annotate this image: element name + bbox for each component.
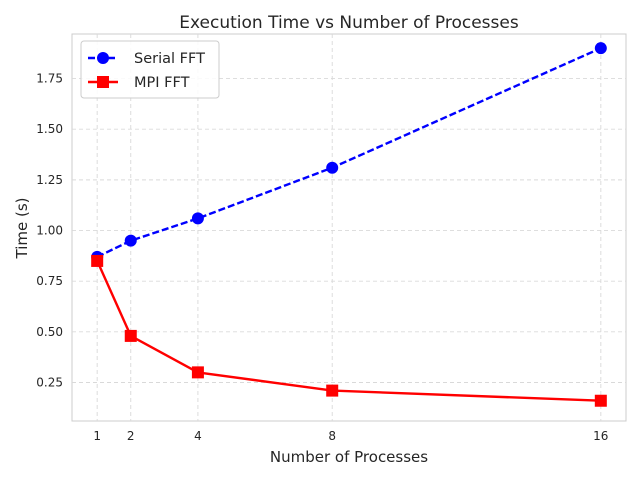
data-point-mpi-fft xyxy=(326,384,339,397)
legend-box xyxy=(80,40,220,99)
x-tick-label: 1 xyxy=(93,429,101,443)
y-axis-label: Time (s) xyxy=(13,198,31,260)
y-tick-label: 1.50 xyxy=(36,122,63,136)
x-tick-label: 8 xyxy=(328,429,336,443)
y-tick-label: 1.00 xyxy=(36,224,63,238)
data-point-serial-fft xyxy=(191,212,204,225)
series-layer xyxy=(91,42,607,407)
y-tick-label: 0.75 xyxy=(36,274,63,288)
y-tick-label: 0.25 xyxy=(36,376,63,390)
legend-marker-mpi-fft xyxy=(97,76,109,88)
x-tick-label: 2 xyxy=(127,429,135,443)
x-tick-label: 16 xyxy=(593,429,608,443)
data-point-mpi-fft xyxy=(91,254,104,267)
tick-labels: 1 2 4 8 16 0.25 0.50 0.75 1.00 1.25 1.50 1.75 xyxy=(36,72,608,443)
x-tick-label: 4 xyxy=(194,429,202,443)
legend-label-serial-fft: Serial FFT xyxy=(134,51,205,67)
data-point-mpi-fft xyxy=(124,329,137,342)
data-point-serial-fft xyxy=(594,42,607,55)
legend: Serial FFT MPI FFT xyxy=(80,40,220,99)
y-tick-label: 1.25 xyxy=(36,173,63,187)
data-point-serial-fft xyxy=(326,161,339,174)
legend-marker-serial-fft xyxy=(97,52,109,64)
x-axis-label: Number of Processes xyxy=(270,448,428,466)
data-point-serial-fft xyxy=(124,234,137,247)
chart-title: Execution Time vs Number of Processes xyxy=(179,13,519,33)
y-tick-label: 1.75 xyxy=(36,72,63,86)
legend-label-mpi-fft: MPI FFT xyxy=(134,75,190,91)
data-point-mpi-fft xyxy=(594,394,607,407)
y-tick-label: 0.50 xyxy=(36,325,63,339)
data-point-mpi-fft xyxy=(191,366,204,379)
series-line-serial-fft xyxy=(96,47,602,258)
